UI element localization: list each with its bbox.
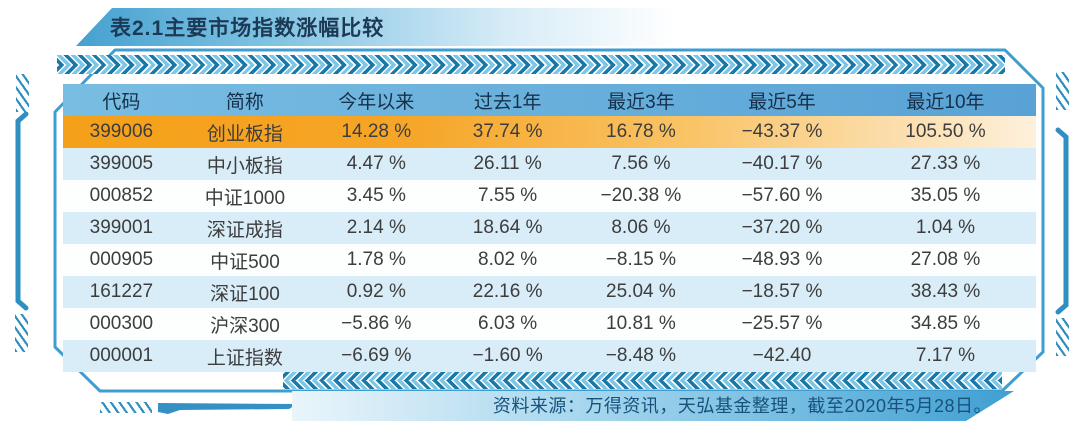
column-header: 今年以来 <box>338 91 415 113</box>
source-bar: 资料来源：万得资讯，天弘基金整理，截至2020年5月28日。 <box>292 391 1014 421</box>
table-cell: 8.06 % <box>611 217 671 238</box>
table-cell: −43.37 % <box>741 121 823 142</box>
table-cell: −8.15 % <box>605 249 677 270</box>
table-cell: 2.14 % <box>346 217 406 238</box>
hatch-marks-icon <box>16 74 29 112</box>
chevron-stripe <box>283 380 1002 389</box>
table-title: 表2.1主要市场指数涨幅比较 <box>110 17 385 40</box>
column-header: 简称 <box>225 91 264 113</box>
table-cell: 14.28 % <box>341 121 412 142</box>
table-cell: 27.08 % <box>910 249 981 270</box>
table-cell: 35.05 % <box>910 185 981 206</box>
table-cell: 34.85 % <box>910 313 981 334</box>
table-cell: 沪深300 <box>210 315 280 337</box>
table-cell: 中小板指 <box>206 155 283 177</box>
table-cell: 7.55 % <box>478 185 538 206</box>
table-cell: 26.11 % <box>473 153 542 174</box>
column-header: 最近10年 <box>906 91 985 113</box>
table-cell: −48.93 % <box>741 249 823 270</box>
column-header: 代码 <box>102 91 141 113</box>
chevron-stripe <box>57 55 1005 65</box>
table-row: 399005 中小板指 4.47 % 26.11 % 7.56 % −40.17 % 27.… <box>63 148 1036 180</box>
table-cell: −25.57 % <box>741 313 823 334</box>
table-cell: −57.60 % <box>741 185 823 206</box>
column-header: 最近3年 <box>607 91 675 113</box>
title-bar: 表2.1主要市场指数涨幅比较 <box>76 8 676 46</box>
table-cell: −6.69 % <box>341 345 412 366</box>
table-cell: 7.56 % <box>611 153 671 174</box>
table-cell: 创业板指 <box>206 123 283 145</box>
table-row: 399001 深证成指 2.14 % 18.64 % 8.06 % −37.20 % 1.0… <box>63 212 1036 244</box>
table-cell: 22.16 % <box>472 281 543 302</box>
table-row: 000852 中证1000 3.45 % 7.55 % −20.38 % −57.60 %… <box>63 180 1036 212</box>
table-row: 399006 创业板指 14.28 % 37.74 % 16.78 % −43.37 % 1… <box>63 116 1036 148</box>
table-cell: 深证100 <box>210 283 280 305</box>
hatch-marks-icon <box>1056 72 1069 110</box>
chevron-stripe <box>283 372 1002 381</box>
table-row: 000001 上证指数 −6.69 % −1.60 % −8.48 % −42.40 7.1… <box>63 340 1036 372</box>
table-cell: 上证指数 <box>206 347 283 369</box>
table-cell: 中证1000 <box>204 187 286 209</box>
table-cell: 16.78 % <box>606 121 676 142</box>
table-row: 000300 沪深300 −5.86 % 6.03 % 10.81 % −25.57 % 3… <box>63 308 1036 340</box>
table-cell: −20.38 % <box>600 185 682 206</box>
table-cell: 000852 <box>89 185 154 206</box>
chevron-stripe <box>57 64 1005 74</box>
table-cell: 399001 <box>89 217 154 238</box>
table-row: 161227 深证100 0.92 % 22.16 % 25.04 % −18.57 % 3… <box>63 276 1036 308</box>
table-cell: 中证500 <box>210 251 280 273</box>
table-cell: 399006 <box>89 121 154 142</box>
table-cell: 000300 <box>89 313 154 334</box>
chevron-right-divider-icon <box>57 55 1005 74</box>
column-header: 最近5年 <box>748 91 816 113</box>
table-cell: −1.60 % <box>472 345 543 366</box>
table-cell: 105.50 % <box>905 121 986 142</box>
table-cell: −18.57 % <box>741 281 823 302</box>
table-cell: 000001 <box>89 345 154 366</box>
header-row: 代码 简称 今年以来 过去1年 最近3年 最近5年 最近10年 <box>63 84 1036 116</box>
index-table: 代码 简称 今年以来 过去1年 最近3年 最近5年 最近10年 399006 创业板指 14.28… <box>63 84 1036 372</box>
table-cell: 18.64 % <box>472 217 543 238</box>
table-cell: 4.47 % <box>346 153 406 174</box>
table-cell: 1.04 % <box>915 217 976 238</box>
table-cell: 深证成指 <box>206 219 283 241</box>
hatch-marks-icon <box>100 402 152 413</box>
table-cell: 6.03 % <box>478 313 538 334</box>
table-cell: 000905 <box>89 249 154 270</box>
table-cell: 0.92 % <box>346 281 406 302</box>
table-cell: −5.86 % <box>341 313 412 334</box>
chevron-left-divider-icon <box>283 372 1002 389</box>
table-cell: 8.02 % <box>478 249 538 270</box>
bottom-underline-decoration <box>158 403 297 414</box>
table-cell: 10.81 % <box>606 313 676 334</box>
hatch-marks-icon <box>1056 318 1069 356</box>
left-bracket <box>15 111 29 311</box>
table-cell: −37.20 % <box>741 217 823 238</box>
source-note: 资料来源：万得资讯，天弘基金整理，截至2020年5月28日。 <box>492 396 992 416</box>
table-cell: −42.40 <box>752 345 812 366</box>
table-cell: 25.04 % <box>606 281 676 302</box>
table-cell: 27.33 % <box>910 153 981 174</box>
right-bracket <box>1055 127 1069 315</box>
column-header: 过去1年 <box>473 91 542 113</box>
table-cell: 38.43 % <box>910 281 981 302</box>
table-cell: 7.17 % <box>915 345 976 366</box>
table-row: 000905 中证500 1.78 % 8.02 % −8.15 % −48.93 % 27… <box>63 244 1036 276</box>
table-cell: −8.48 % <box>605 345 677 366</box>
table-cell: 161227 <box>89 281 154 302</box>
hatch-marks-icon <box>15 314 28 352</box>
table-cell: 1.78 % <box>346 249 406 270</box>
table-cell: 3.45 % <box>346 185 406 206</box>
table-cell: −40.17 % <box>741 153 823 174</box>
table-cell: 399005 <box>89 153 154 174</box>
table-cell: 37.74 % <box>472 121 543 142</box>
